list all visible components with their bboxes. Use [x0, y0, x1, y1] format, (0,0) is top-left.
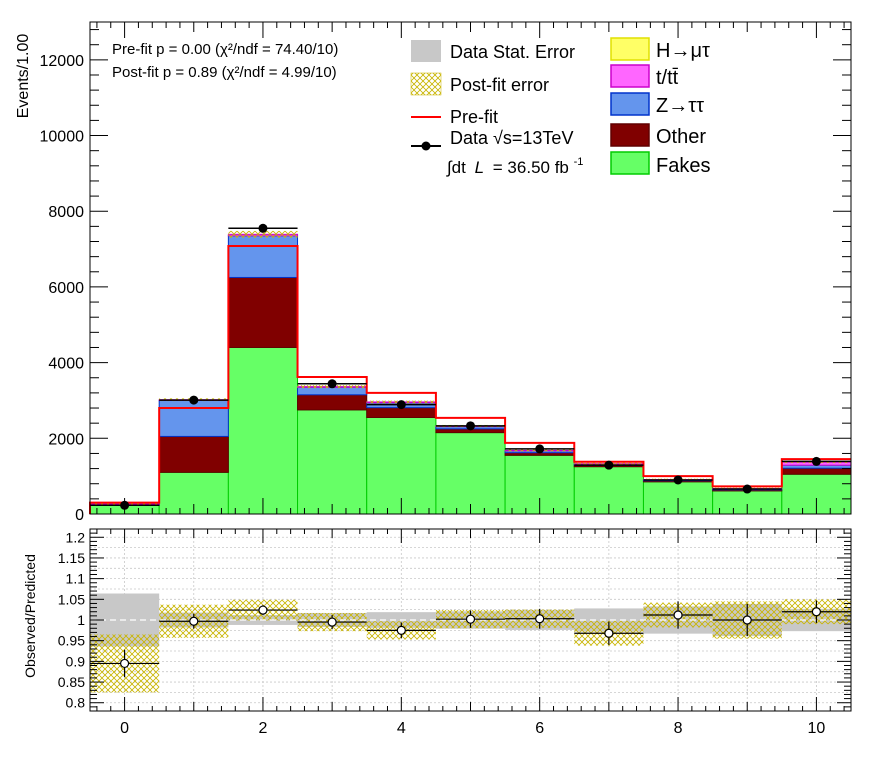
data-point-bin-6	[535, 444, 545, 454]
legend-ztautau-label: Z→ττ	[656, 95, 704, 117]
bar-other-bin-1	[158, 435, 229, 473]
y-tick-label: 12000	[40, 53, 85, 70]
ratio-y-tick-label: 1.05	[58, 591, 85, 607]
ratio-point-bin-2	[258, 605, 268, 615]
legend-lumi: ∫dt L = 36.50 fb -1	[446, 156, 583, 177]
legend-postfit-error-label: Post-fit error	[450, 75, 549, 95]
legend-lumi-value: = 36.50 fb	[493, 158, 569, 177]
ratio-y-tick-label: 0.85	[58, 674, 85, 690]
legend-lumi-L: L	[475, 158, 484, 177]
x-tick-label: 4	[397, 720, 406, 737]
legend: Data Stat. Error Post-fit error Pre-fit …	[410, 37, 710, 177]
x-tick-label: 0	[120, 720, 129, 737]
ratio-y-tick-label: 1.1	[66, 571, 86, 587]
bar-z-bin-1	[158, 399, 229, 437]
y-tick-label: 2000	[48, 431, 84, 448]
bar-other-bin-4	[366, 407, 437, 418]
ratio-axes: 0.8 0.85 0.9 0.95 1 1.05 1.1 1.15 1.2 0 2 4 6 8 10	[58, 529, 851, 737]
legend-data-marker	[421, 141, 431, 151]
bar-other-bin-10	[781, 467, 852, 475]
ratio-y-tick-label: 0.8	[66, 695, 86, 711]
ratio-y-tick-label: 1	[77, 612, 85, 628]
postfit-stats-text: Post-fit p = 0.89 (χ²/ndf = 4.99/10)	[112, 64, 337, 81]
bar-fakes-bin-5	[435, 432, 506, 515]
legend-ztautau-swatch	[610, 92, 650, 116]
legend-ttbar-label: t/tt̄	[656, 67, 679, 89]
ratio-point-bin-9	[742, 615, 752, 625]
data-point-bin-7	[604, 460, 614, 470]
legend-lumi-exp: -1	[574, 156, 584, 168]
y-tick-label: 0	[75, 507, 84, 524]
legend-postfit-error-swatch	[410, 72, 442, 96]
ratio-point-bin-10	[811, 607, 822, 617]
data-point-bin-5	[466, 421, 475, 431]
data-point-bin-9	[742, 484, 752, 494]
legend-prefit-label: Pre-fit	[450, 107, 498, 127]
bar-z-bin-3	[297, 386, 368, 396]
legend-ttbar-swatch	[610, 64, 650, 88]
bar-fakes-bin-3	[297, 409, 368, 515]
legend-stat-error-label: Data Stat. Error	[450, 42, 575, 62]
legend-stat-error-swatch	[411, 40, 441, 62]
x-tick-label: 6	[535, 720, 544, 737]
legend-hmutau-label: H→μτ	[656, 40, 710, 62]
ratio-y-tick-label: 1.15	[58, 550, 85, 566]
y-tick-label: 6000	[48, 280, 84, 297]
data-point-bin-1	[189, 395, 199, 405]
main-axes: 0 2000 4000 6000 8000 10000 12000	[40, 22, 851, 524]
ratio-point-bin-8	[673, 610, 683, 620]
ratio-point-bin-0	[119, 658, 130, 669]
stacked-bars	[89, 230, 852, 515]
legend-hmutau-swatch	[610, 37, 650, 61]
legend-data-label: Data √s=13TeV	[450, 128, 573, 148]
x-tick-label: 8	[674, 720, 683, 737]
ratio-points-layer	[90, 600, 851, 678]
ratio-point-bin-7	[604, 628, 614, 638]
ratio-y-axis-label: Observed/Predicted	[22, 554, 38, 678]
y-tick-label: 8000	[48, 204, 84, 221]
ratio-y-tick-label: 1.2	[66, 529, 86, 545]
legend-other-swatch	[610, 123, 650, 147]
ratio-point-bin-4	[396, 625, 406, 635]
legend-fakes-label: Fakes	[656, 155, 710, 177]
data-point-bin-3	[327, 379, 337, 389]
bar-z-bin-2	[227, 235, 299, 278]
data-point-bin-8	[673, 475, 683, 485]
legend-fakes-swatch	[610, 151, 650, 175]
data-point-bin-4	[396, 400, 406, 410]
ratio-point-bin-5	[465, 614, 476, 624]
y-axis-label: Events/1.00	[15, 34, 32, 119]
ratio-y-tick-label: 0.95	[58, 633, 85, 649]
bar-fakes-bin-2	[227, 346, 299, 515]
ratio-y-tick-label: 0.9	[66, 653, 86, 669]
ratio-point-bin-6	[535, 614, 545, 624]
x-tick-label: 10	[808, 720, 826, 737]
postfit-error-box-bin-2	[228, 230, 298, 238]
x-tick-label: 2	[259, 720, 268, 737]
data-point-bin-10	[811, 456, 821, 466]
ratio-point-bin-3	[327, 617, 337, 627]
data-points-layer	[90, 223, 851, 510]
y-tick-label: 4000	[48, 356, 84, 373]
bar-other-bin-3	[297, 394, 368, 411]
prefit-stats-text: Pre-fit p = 0.00 (χ²/ndf = 74.40/10)	[112, 41, 338, 58]
legend-lumi-prefix: ∫dt	[446, 158, 466, 177]
ratio-point-bin-1	[189, 616, 199, 626]
legend-other-label: Other	[656, 126, 706, 148]
data-point-bin-2	[258, 223, 268, 233]
bar-other-bin-2	[227, 276, 299, 348]
y-tick-label: 10000	[40, 129, 85, 146]
